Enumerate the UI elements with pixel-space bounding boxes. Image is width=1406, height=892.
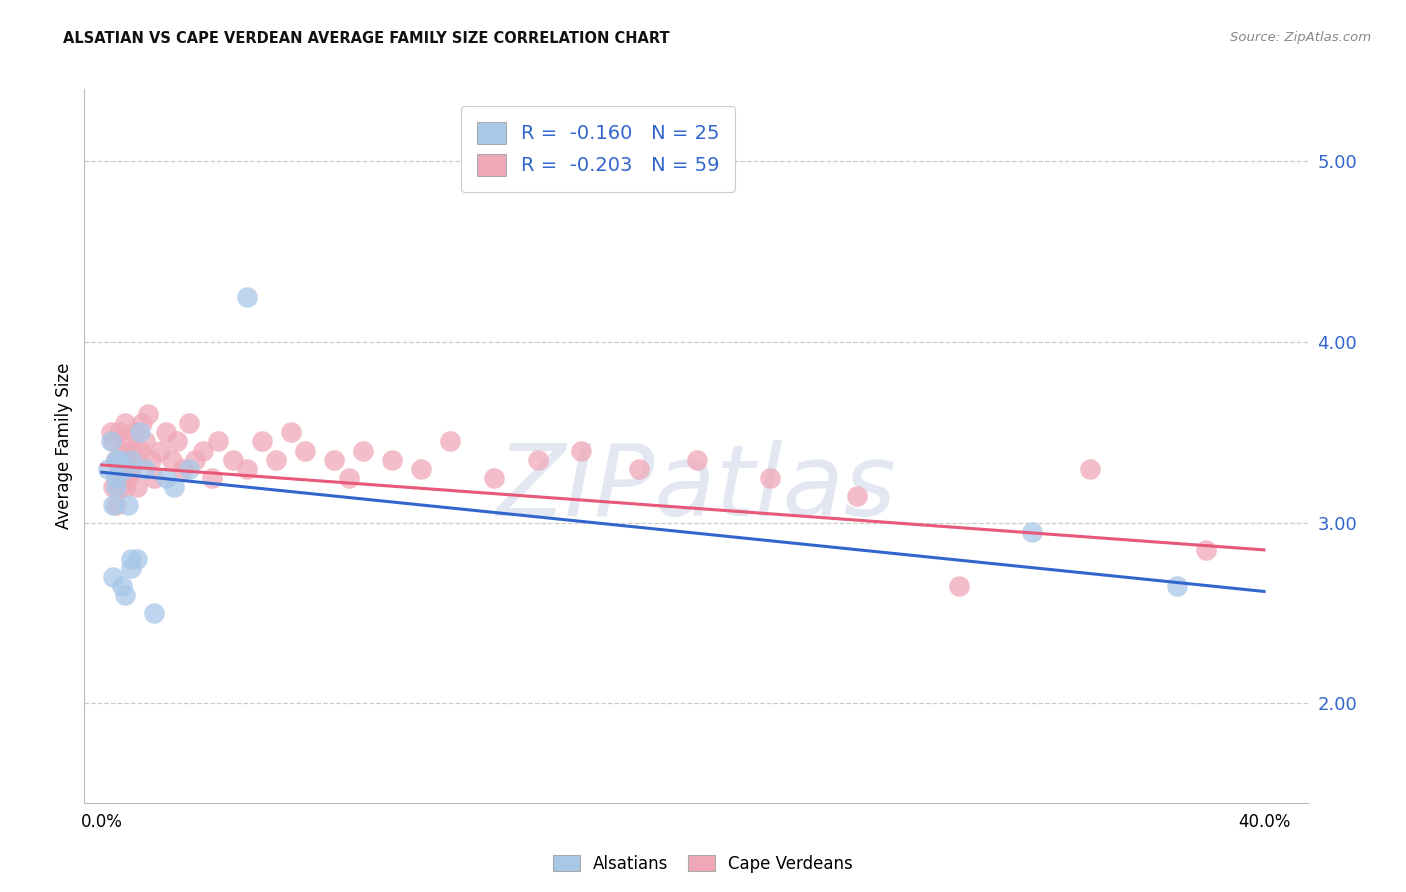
Point [103,498,125,512]
Point [120,561,142,575]
Point [108,461,131,475]
Point [250,434,273,449]
Point [201,470,224,484]
Point [141,452,163,467]
Point [103,434,125,449]
Point [1078,461,1101,475]
Point [125,452,148,467]
Point [125,480,148,494]
Point [411,461,433,475]
Point [759,470,782,484]
Point [149,443,172,458]
Point [128,425,150,440]
Point [105,498,128,512]
Point [482,470,505,484]
Point [111,579,134,593]
Point [120,443,142,458]
Point [160,452,183,467]
Point [100,425,122,440]
Point [117,434,139,449]
Point [114,452,136,467]
Point [221,452,243,467]
Point [136,408,159,422]
Point [117,470,139,484]
Point [155,425,177,440]
Point [114,461,136,475]
Point [105,452,128,467]
Point [526,452,548,467]
Point [105,470,128,484]
Point [193,443,215,458]
Point [100,434,122,449]
Point [294,443,316,458]
Point [439,434,461,449]
Point [103,480,125,494]
Point [1195,542,1218,557]
Point [207,434,229,449]
Point [1166,579,1188,593]
Point [177,417,200,431]
Y-axis label: Average Family Size: Average Family Size [55,363,73,529]
Legend: Alsatians, Cape Verdeans: Alsatians, Cape Verdeans [547,848,859,880]
Text: ALSATIAN VS CAPE VERDEAN AVERAGE FAMILY SIZE CORRELATION CHART: ALSATIAN VS CAPE VERDEAN AVERAGE FAMILY … [63,31,669,46]
Point [128,443,150,458]
Point [117,498,139,512]
Point [264,452,287,467]
Point [131,417,153,431]
Point [163,480,186,494]
Point [846,489,869,503]
Point [323,452,346,467]
Point [177,461,200,475]
Point [569,443,592,458]
Point [172,461,194,475]
Point [108,425,131,440]
Point [236,461,259,475]
Point [108,480,131,494]
Point [1021,524,1043,539]
Point [97,461,120,475]
Point [114,588,136,602]
Point [155,470,177,484]
Text: Source: ZipAtlas.com: Source: ZipAtlas.com [1230,31,1371,45]
Point [948,579,970,593]
Point [280,425,302,440]
Point [134,461,156,475]
Point [184,452,207,467]
Point [236,290,259,304]
Point [114,480,136,494]
Point [108,452,131,467]
Point [134,434,156,449]
Text: ZIPatlas: ZIPatlas [496,441,896,537]
Point [105,480,128,494]
Point [143,606,166,620]
Point [381,452,404,467]
Point [105,452,128,467]
Point [628,461,651,475]
Legend: R =  -0.160   N = 25, R =  -0.203   N = 59: R = -0.160 N = 25, R = -0.203 N = 59 [461,106,735,192]
Point [103,570,125,584]
Point [143,470,166,484]
Point [352,443,374,458]
Point [337,470,360,484]
Point [125,552,148,566]
Point [111,443,134,458]
Point [122,425,145,440]
Point [120,461,142,475]
Point [120,452,142,467]
Point [120,552,142,566]
Point [686,452,709,467]
Point [111,470,134,484]
Point [166,434,188,449]
Point [105,470,128,484]
Point [114,417,136,431]
